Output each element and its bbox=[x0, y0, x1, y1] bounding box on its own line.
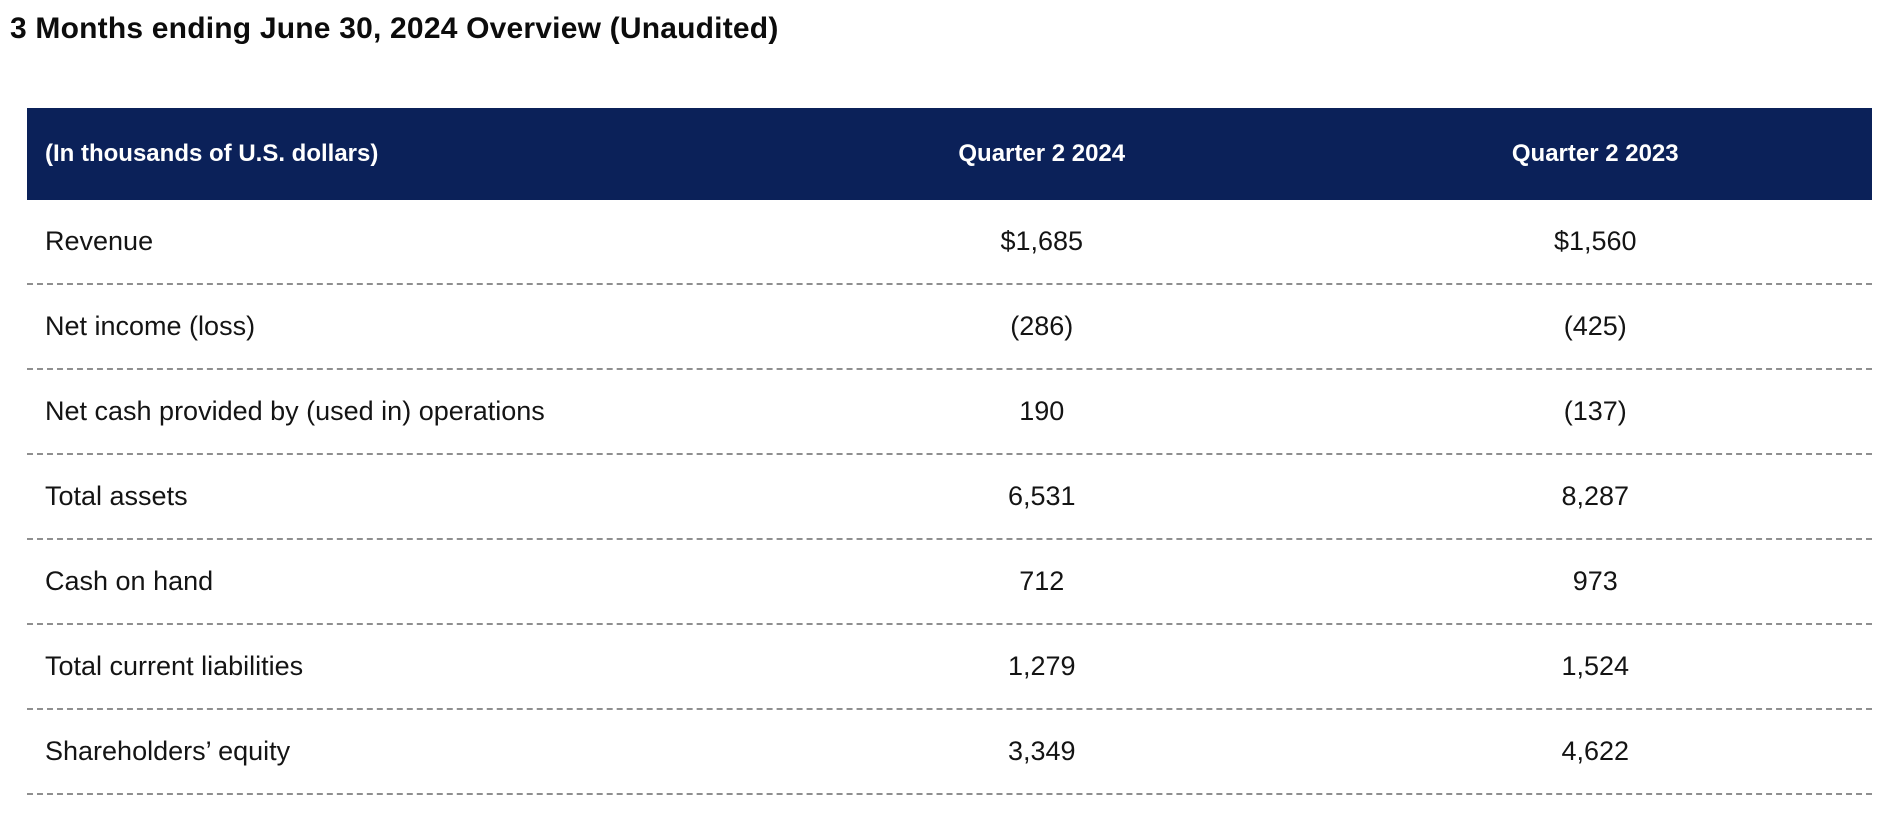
table-row-total-current-liabilities: Total current liabilities 1,279 1,524 bbox=[27, 625, 1872, 710]
table-row-total-assets: Total assets 6,531 8,287 bbox=[27, 455, 1872, 540]
table-header-q2-2023: Quarter 2 2023 bbox=[1511, 140, 1679, 167]
row-label: Cash on hand bbox=[45, 566, 214, 596]
table-header-unit-label: (In thousands of U.S. dollars) bbox=[45, 140, 379, 167]
row-value-q2-2024: 190 bbox=[1019, 396, 1065, 426]
row-value-q2-2023: (425) bbox=[1563, 311, 1627, 341]
table-row-net-cash-operations: Net cash provided by (used in) operation… bbox=[27, 370, 1872, 455]
row-value-q2-2024: 1,279 bbox=[1007, 651, 1076, 681]
row-value-q2-2023: (137) bbox=[1563, 396, 1627, 426]
table-row-cash-on-hand: Cash on hand 712 973 bbox=[27, 540, 1872, 625]
table-row-revenue: Revenue $1,685 $1,560 bbox=[27, 200, 1872, 285]
row-value-q2-2024: 712 bbox=[1019, 566, 1065, 596]
financial-overview-table: (In thousands of U.S. dollars) Quarter 2… bbox=[27, 108, 1872, 795]
row-value-q2-2023: 973 bbox=[1572, 566, 1618, 596]
row-label: Net income (loss) bbox=[45, 311, 256, 341]
row-value-q2-2023: 1,524 bbox=[1561, 651, 1630, 681]
row-label: Total current liabilities bbox=[45, 651, 304, 681]
row-value-q2-2024: $1,685 bbox=[1000, 226, 1084, 256]
row-label: Total assets bbox=[45, 481, 188, 511]
table-header-q2-2024: Quarter 2 2024 bbox=[958, 140, 1126, 167]
row-label: Net cash provided by (used in) operation… bbox=[45, 396, 545, 426]
row-label: Shareholders’ equity bbox=[45, 736, 291, 766]
table-row-shareholders-equity: Shareholders’ equity 3,349 4,622 bbox=[27, 710, 1872, 795]
row-value-q2-2023: $1,560 bbox=[1553, 226, 1637, 256]
row-label: Revenue bbox=[45, 226, 154, 256]
row-value-q2-2023: 4,622 bbox=[1561, 736, 1630, 766]
table-header-row: (In thousands of U.S. dollars) Quarter 2… bbox=[27, 108, 1872, 200]
row-value-q2-2024: 6,531 bbox=[1007, 481, 1076, 511]
row-value-q2-2024: 3,349 bbox=[1007, 736, 1076, 766]
table-row-net-income: Net income (loss) (286) (425) bbox=[27, 285, 1872, 370]
page-title: 3 Months ending June 30, 2024 Overview (… bbox=[10, 12, 779, 45]
row-value-q2-2023: 8,287 bbox=[1561, 481, 1630, 511]
row-value-q2-2024: (286) bbox=[1010, 311, 1074, 341]
